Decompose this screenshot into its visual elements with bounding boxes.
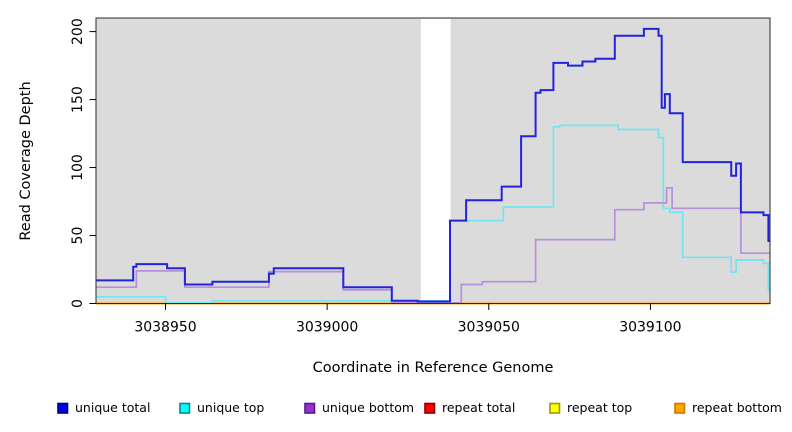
y-tick-label: 150 bbox=[70, 86, 86, 113]
legend-swatch-unique-top bbox=[179, 402, 191, 414]
series-line-unique-total bbox=[96, 27, 770, 303]
legend-item-unique-total: unique total bbox=[57, 400, 150, 415]
legend-swatch-repeat-bottom bbox=[674, 402, 686, 414]
x-tick-label: 3039100 bbox=[619, 320, 681, 336]
y-tick-label: 0 bbox=[70, 299, 86, 308]
x-tick-label: 3038950 bbox=[134, 320, 196, 336]
legend-item-unique-top: unique top bbox=[179, 400, 264, 415]
plot-layers: 3038950 3039000 3039050 3039100 0 50 100 150 200 bbox=[70, 17, 771, 336]
plot-frame bbox=[95, 17, 771, 304]
coverage-gap-band bbox=[420, 19, 451, 301]
legend-item-repeat-bottom: repeat bottom bbox=[674, 400, 782, 415]
legend-label: repeat top bbox=[567, 400, 632, 415]
legend-swatch-unique-total bbox=[57, 402, 69, 414]
legend-label: unique bottom bbox=[322, 400, 414, 415]
legend-label: unique top bbox=[197, 400, 264, 415]
legend-swatch-repeat-total bbox=[424, 402, 436, 414]
x-tick-label: 3039050 bbox=[458, 320, 520, 336]
legend-item-unique-bottom: unique bottom bbox=[304, 400, 414, 415]
legend-item-repeat-total: repeat total bbox=[424, 400, 515, 415]
legend: unique total unique top unique bottom repea… bbox=[57, 400, 782, 415]
legend-label: repeat total bbox=[442, 400, 515, 415]
legend-swatch-unique-bottom bbox=[304, 402, 316, 414]
x-axis-title: Coordinate in Reference Genome bbox=[313, 360, 554, 376]
legend-label: unique total bbox=[75, 400, 150, 415]
legend-label: repeat bottom bbox=[692, 400, 782, 415]
y-tick-label: 200 bbox=[70, 18, 86, 45]
legend-swatch-repeat-top bbox=[549, 402, 561, 414]
legend-item-repeat-top: repeat top bbox=[549, 400, 632, 415]
series-line-unique-bottom bbox=[96, 187, 770, 304]
y-tick-label: 100 bbox=[70, 154, 86, 181]
x-tick-label: 3039000 bbox=[296, 320, 358, 336]
y-axis-title: Read Coverage Depth bbox=[18, 81, 34, 240]
y-tick-label: 50 bbox=[70, 227, 86, 245]
